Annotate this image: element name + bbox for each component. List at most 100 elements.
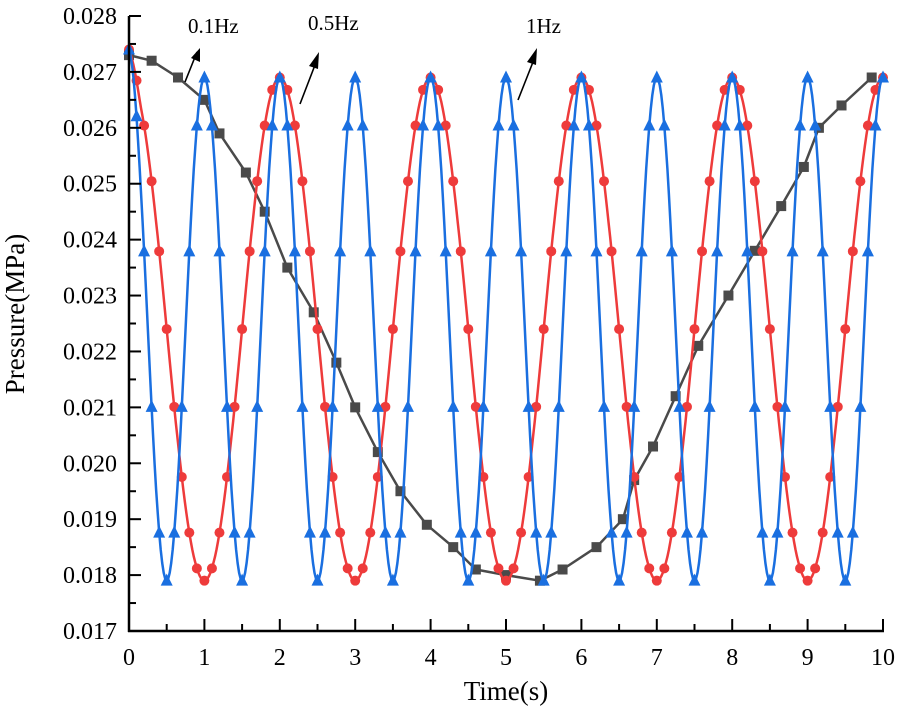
data-point-1hz — [394, 525, 407, 538]
data-point-1hz — [477, 399, 490, 412]
data-point-1hz — [567, 118, 580, 131]
data-point-0.1hz — [259, 206, 270, 217]
data-point-0.5hz — [749, 176, 760, 187]
y-tick-label: 0.022 — [63, 339, 117, 365]
data-point-0.5hz — [304, 246, 315, 257]
data-point-0.1hz — [331, 357, 342, 368]
data-point-1hz — [756, 525, 769, 538]
annotation-1hz-arrow-shaft — [517, 61, 534, 101]
data-point-1hz — [160, 573, 173, 586]
data-point-0.5hz — [161, 324, 172, 335]
data-point-1hz — [424, 70, 437, 83]
data-point-0.5hz — [146, 176, 157, 187]
data-point-0.5hz — [847, 246, 858, 257]
x-axis-title: Time(s) — [464, 676, 549, 706]
data-point-0.5hz — [214, 527, 225, 538]
data-point-1hz — [288, 244, 301, 257]
data-point-1hz — [311, 573, 324, 586]
data-point-0.5hz — [757, 246, 768, 257]
data-point-0.5hz — [501, 575, 511, 586]
data-point-0.1hz — [534, 575, 545, 586]
x-tick-label: 10 — [871, 645, 895, 671]
data-point-1hz — [130, 109, 143, 122]
data-point-1hz — [809, 118, 822, 131]
data-point-1hz — [326, 399, 339, 412]
data-point-0.5hz — [599, 176, 610, 187]
data-point-1hz — [530, 525, 543, 538]
data-point-0.5hz — [516, 527, 527, 538]
data-point-0.5hz — [320, 401, 331, 412]
x-tick-label: 1 — [198, 645, 210, 671]
data-point-0.5hz — [832, 401, 843, 412]
data-point-1hz — [560, 244, 573, 257]
data-point-1hz — [386, 573, 399, 586]
data-point-1hz — [658, 118, 671, 131]
data-point-0.5hz — [493, 563, 504, 574]
data-point-0.5hz — [289, 120, 300, 131]
data-point-0.5hz — [448, 176, 459, 187]
x-tick-label: 9 — [802, 645, 814, 671]
data-point-0.1hz — [199, 94, 210, 105]
data-point-1hz — [854, 399, 867, 412]
data-point-0.5hz — [591, 120, 602, 131]
y-tick-label: 0.025 — [63, 172, 117, 198]
data-point-1hz — [816, 244, 829, 257]
data-point-0.5hz — [636, 527, 647, 538]
data-point-1hz — [138, 244, 151, 257]
data-point-1hz — [741, 244, 754, 257]
data-point-0.5hz — [817, 527, 828, 538]
data-point-1hz — [258, 244, 271, 257]
data-point-1hz — [711, 244, 724, 257]
data-point-0.5hz — [855, 176, 866, 187]
x-tick-label: 5 — [500, 645, 512, 671]
data-point-0.1hz — [350, 402, 361, 413]
data-point-1hz — [620, 525, 633, 538]
data-point-1hz — [673, 399, 686, 412]
y-tick-label: 0.019 — [63, 507, 117, 533]
data-point-0.5hz — [244, 246, 255, 257]
data-point-1hz — [183, 244, 196, 257]
data-point-0.5hz — [184, 527, 195, 538]
data-point-0.1hz — [557, 564, 568, 575]
data-point-0.5hz — [644, 563, 655, 574]
data-point-1hz — [168, 525, 181, 538]
annotation-0.1hz-arrowhead — [191, 48, 200, 62]
data-point-0.5hz — [862, 120, 873, 131]
data-point-0.1hz — [146, 55, 157, 66]
data-point-0.5hz — [651, 575, 662, 586]
annotation-0.1hz-label: 0.1Hz — [188, 14, 239, 38]
data-point-1hz — [794, 118, 807, 131]
annotations: 0.1Hz 0.5Hz 1Hz — [184, 11, 561, 105]
x-ticks: 0 1 2 3 4 5 6 7 8 9 10 — [123, 619, 895, 671]
data-point-0.5hz — [463, 324, 474, 335]
data-point-1hz — [552, 399, 565, 412]
data-point-0.5hz — [357, 563, 368, 574]
data-point-0.5hz — [206, 563, 217, 574]
data-point-0.5hz — [169, 401, 180, 412]
data-point-0.5hz — [538, 324, 549, 335]
data-point-1hz — [537, 573, 550, 586]
data-point-1hz — [371, 399, 384, 412]
data-point-0.5hz — [621, 401, 632, 412]
data-point-0.1hz — [591, 542, 602, 553]
data-point-0.5hz — [840, 324, 851, 335]
data-point-1hz — [266, 118, 279, 131]
data-point-1hz — [319, 525, 332, 538]
data-point-1hz — [763, 573, 776, 586]
data-point-1hz — [296, 399, 309, 412]
data-point-1hz — [281, 118, 294, 131]
x-tick-label: 3 — [349, 645, 361, 671]
data-point-1hz — [861, 244, 874, 257]
data-point-0.5hz — [139, 120, 150, 131]
data-point-1hz — [786, 244, 799, 257]
data-point-0.1hz — [448, 542, 459, 553]
data-point-0.5hz — [229, 401, 240, 412]
data-point-1hz — [628, 399, 641, 412]
data-point-0.1hz — [470, 564, 481, 575]
data-point-0.5hz — [606, 246, 617, 257]
data-point-0.5hz — [312, 324, 323, 335]
series-line-1hz — [127, 49, 884, 582]
data-point-0.5hz — [237, 324, 248, 335]
data-point-0.1hz — [173, 72, 184, 83]
data-point-0.5hz — [787, 527, 798, 538]
